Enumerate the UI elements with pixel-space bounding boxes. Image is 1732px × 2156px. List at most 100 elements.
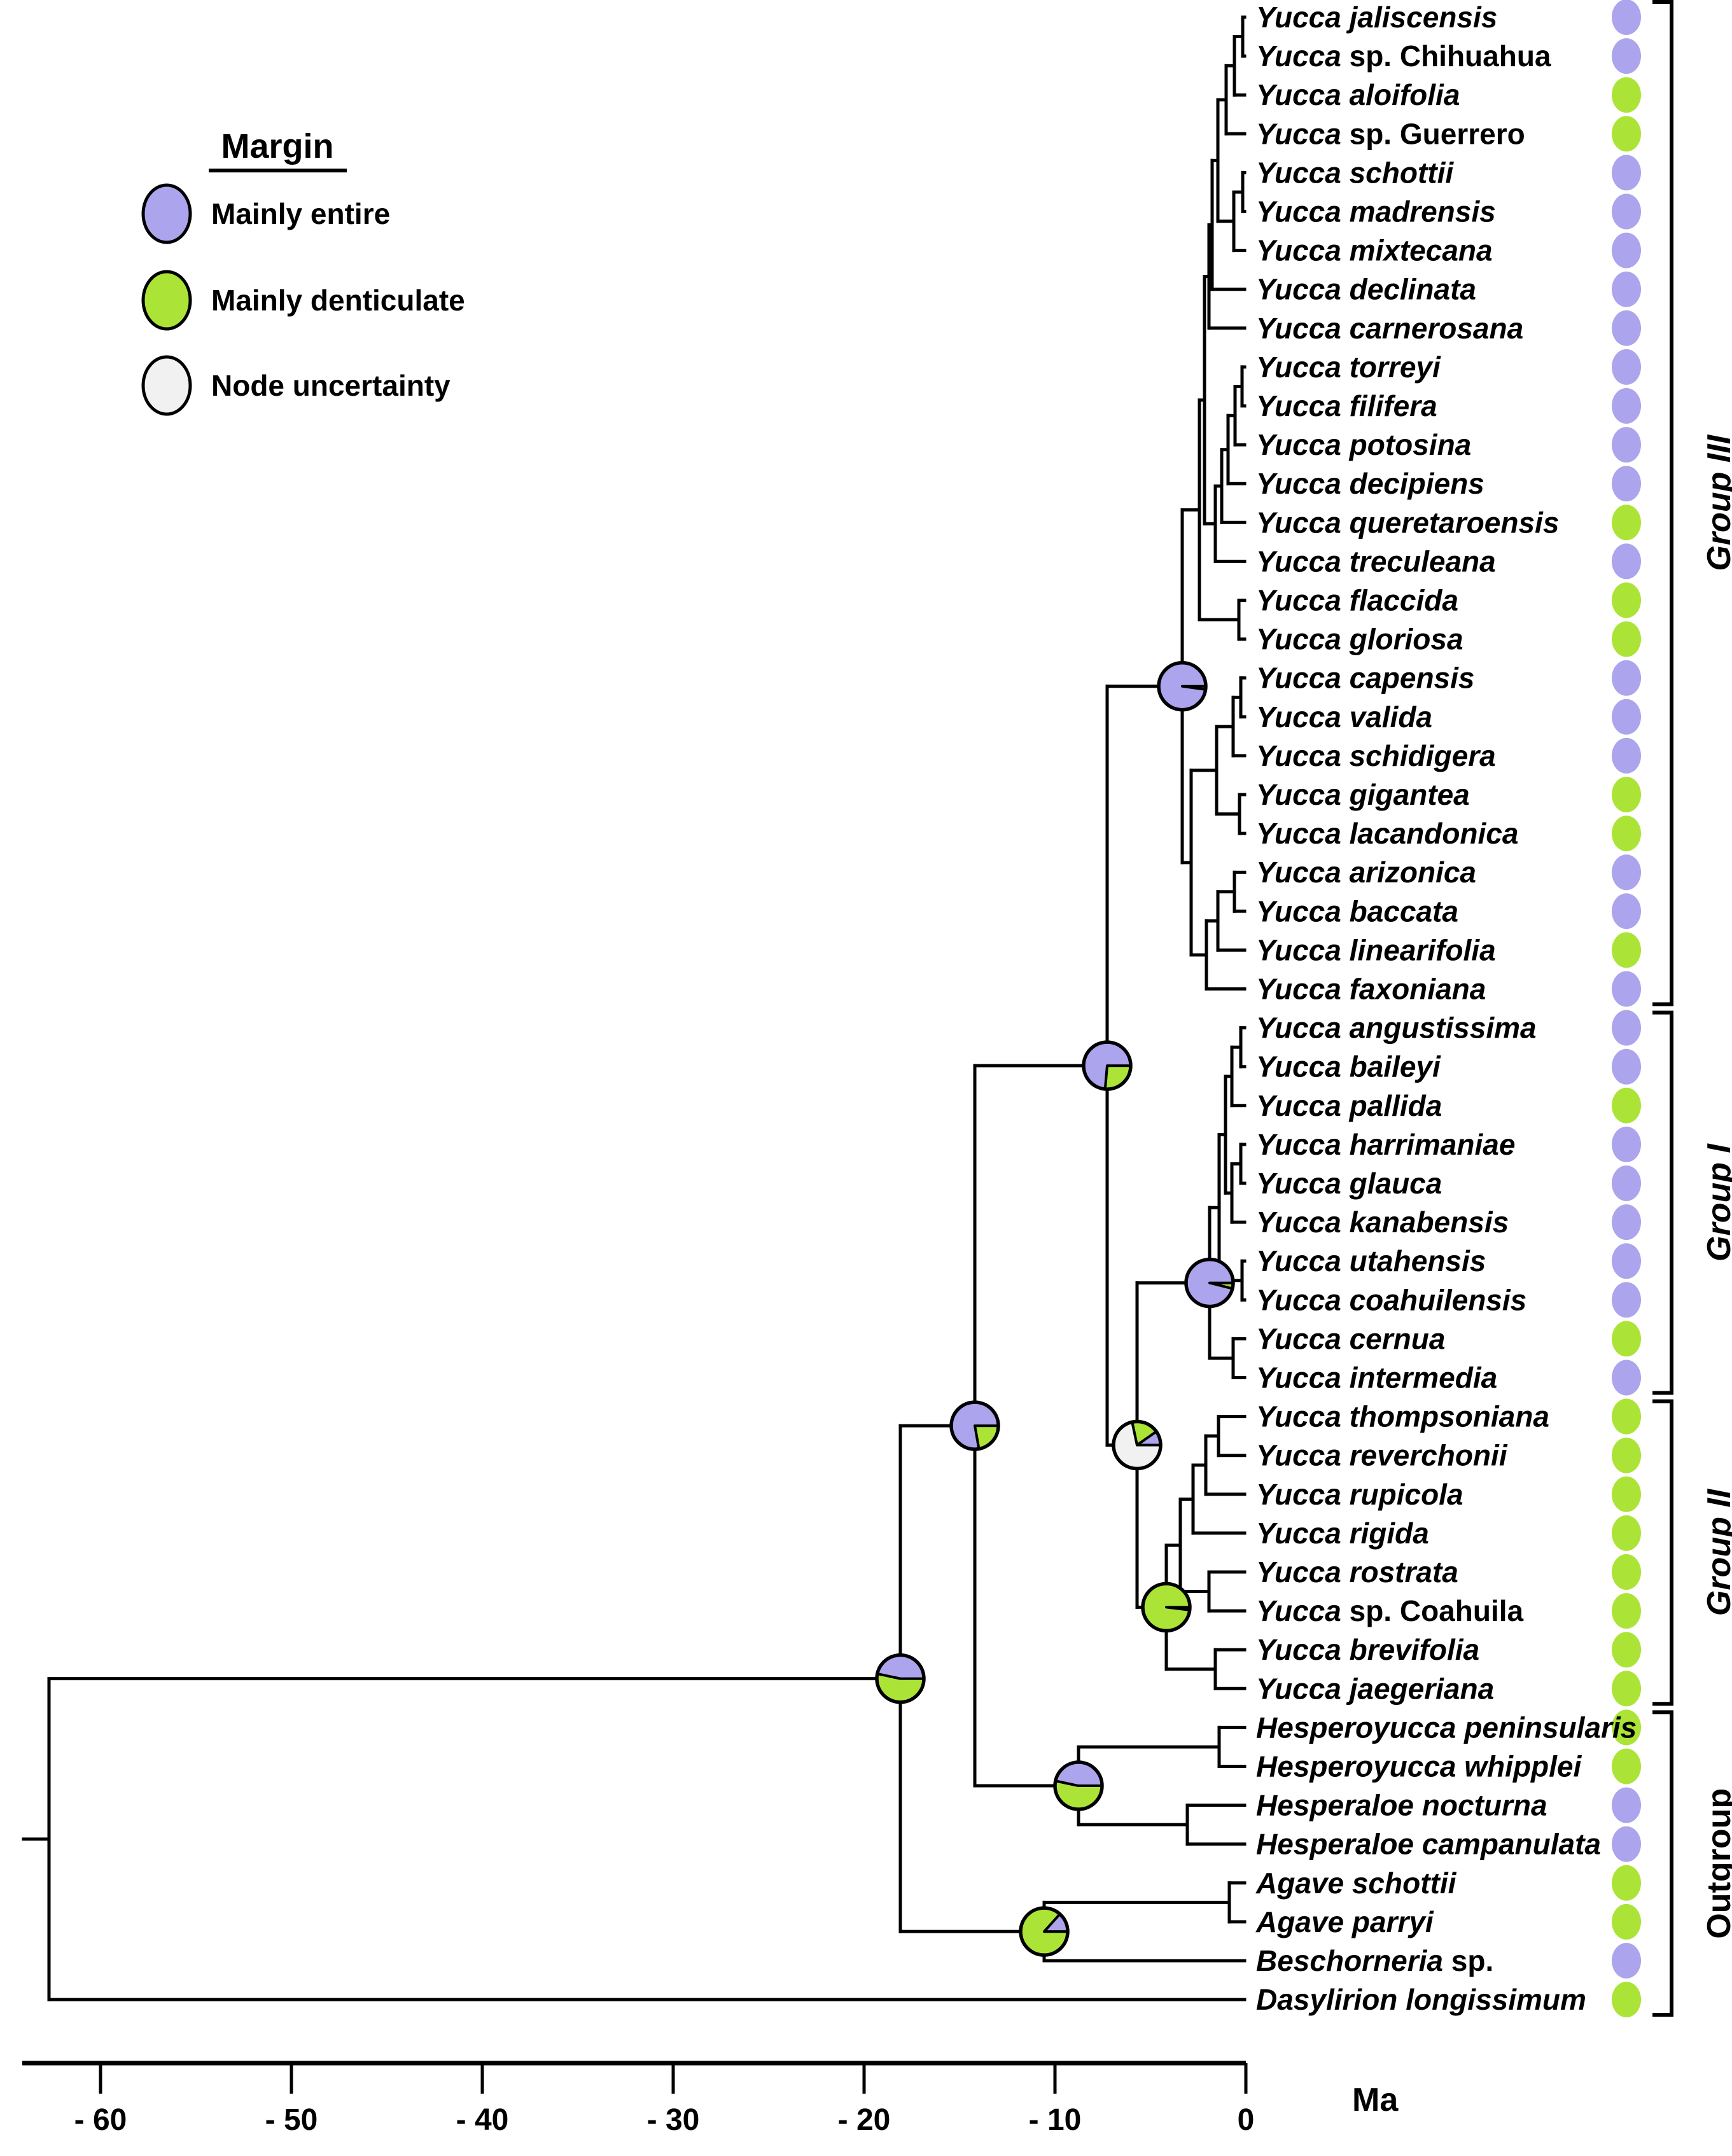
tip-state-dot [1612, 1398, 1641, 1435]
tip-label: Yucca gigantea [1256, 778, 1470, 811]
group-bracket [1652, 1010, 1673, 1395]
tip-state-dot [1612, 1903, 1641, 1940]
tip-state-dot [1612, 1554, 1641, 1590]
tip-label: Yucca jaegeriana [1256, 1672, 1494, 1705]
tip-state-dot [1612, 1126, 1641, 1162]
tip-label: Yucca decipiens [1256, 467, 1484, 500]
tip-state-dot [1612, 232, 1641, 268]
tip-label: Yucca thompsoniana [1256, 1400, 1549, 1433]
ancestral-state-pie-outline [949, 1400, 1000, 1451]
tip-labels: Yucca jaliscensis Yucca sp. Chihuahua Yucc… [1255, 1, 1637, 2016]
ancestral-state-pie-outline [1112, 1419, 1163, 1471]
tip-state-dot [1612, 0, 1641, 35]
group-label: Outgroup [1701, 1788, 1732, 1939]
tree-branches [22, 15, 1247, 2001]
tip-label: Hesperaloe nocturna [1256, 1789, 1547, 1822]
tip-state-dot [1612, 816, 1641, 852]
tip-state-dot [1612, 543, 1641, 580]
group-label: Group III [1701, 434, 1732, 571]
tip-label: Yucca schidigera [1256, 739, 1496, 772]
tip-state-dot [1612, 388, 1641, 424]
tip-label: Yucca capensis [1256, 662, 1475, 695]
tip-state-dot [1612, 116, 1641, 152]
tip-state-dot [1612, 932, 1641, 968]
tip-state-dot [1612, 271, 1641, 307]
tip-state-dot [1612, 1476, 1641, 1512]
tip-state-dot [1612, 504, 1641, 541]
tip-label: Hesperoyucca peninsularis [1256, 1711, 1637, 1744]
tip-state-dot [1612, 971, 1641, 1007]
tip-label: Yucca aloifolia [1256, 78, 1460, 111]
tip-label: Yucca rigida [1256, 1517, 1429, 1550]
tip-state-dot [1612, 1321, 1641, 1357]
tip-label: Yucca utahensis [1256, 1244, 1486, 1277]
ancestral-state-pie-slice [876, 1653, 925, 1680]
tip-label: Agave parryi [1255, 1905, 1434, 1938]
tip-state-dot [1612, 1515, 1641, 1551]
tip-state-dot [1612, 155, 1641, 191]
tip-label: Yucca treculeana [1256, 545, 1496, 578]
group-label: Group I [1701, 1143, 1732, 1262]
legend-swatch-entire-icon [141, 183, 192, 244]
tip-label: Yucca angustissima [1256, 1012, 1537, 1045]
tip-state-dot [1612, 660, 1641, 696]
tip-state-dot [1612, 1748, 1641, 1784]
tip-label: Dasylirion longissimum [1256, 1983, 1586, 2016]
tip-state-dot [1612, 77, 1641, 113]
tip-label: Yucca baileyi [1256, 1050, 1441, 1083]
ancestral-state-pie-outline [1157, 660, 1208, 712]
tip-label: Yucca madrensis [1256, 195, 1496, 228]
group-brackets: Group III Group I Group II Outgroup [1652, 0, 1732, 2017]
axis-tick-label: - 60 [74, 2103, 127, 2137]
tip-label: Yucca harrimaniae [1256, 1128, 1515, 1161]
tip-label: Yucca pallida [1256, 1089, 1442, 1122]
tip-label: Beschorneria sp. [1256, 1944, 1493, 1977]
axis-tick-label: - 50 [265, 2103, 318, 2137]
axis-tick-label: - 20 [838, 2103, 891, 2137]
tip-label: Yucca torreyi [1256, 351, 1441, 384]
legend-swatch-denticulate-icon [141, 270, 192, 331]
tip-state-dot [1612, 1282, 1641, 1318]
tip-state-dot [1612, 1593, 1641, 1629]
tip-label: Yucca brevifolia [1256, 1633, 1479, 1666]
legend-label-uncertainty: Node uncertainty [211, 369, 450, 402]
tip-label: Yucca mixtecana [1256, 234, 1493, 267]
tip-label: Hesperaloe campanulata [1256, 1828, 1601, 1861]
tip-state-dot [1612, 1360, 1641, 1396]
legend-swatch-uncertainty-icon [141, 355, 192, 416]
tip-label: Yucca queretaroensis [1256, 506, 1559, 539]
tip-label: Yucca flaccida [1256, 584, 1458, 617]
tip-label: Yucca lacandonica [1256, 817, 1518, 850]
tip-label: Yucca baccata [1256, 894, 1458, 928]
ancestral-state-pie-outline [1184, 1257, 1235, 1309]
tip-state-dot [1612, 1671, 1641, 1707]
tip-label: Yucca arizonica [1256, 856, 1476, 889]
ancestral-state-pie-slice [1054, 1761, 1103, 1788]
time-axis: Ma - 60 - 50 - 40 - 30 - 20 - 10 0 [22, 2061, 1399, 2137]
tip-state-dot [1612, 621, 1641, 657]
tip-state-dot [1612, 1048, 1641, 1085]
tip-label: Yucca sp. Coahuila [1256, 1594, 1524, 1627]
tip-label: Yucca potosina [1256, 428, 1471, 461]
tip-label: Yucca declinata [1256, 273, 1476, 306]
tip-label: Yucca carnerosana [1256, 312, 1523, 345]
tip-label: Yucca jaliscensis [1256, 1, 1497, 34]
tip-label: Yucca sp. Chihuahua [1256, 39, 1551, 73]
legend-title: Margin [221, 127, 333, 165]
tip-label: Yucca rupicola [1256, 1478, 1463, 1511]
tip-state-dot [1612, 193, 1641, 230]
tip-label: Yucca glauca [1256, 1167, 1442, 1200]
tip-state-dot [1612, 1943, 1641, 1979]
tip-state-dot [1612, 466, 1641, 502]
tip-label: Yucca valida [1256, 700, 1432, 734]
tip-label: Yucca linearifolia [1256, 933, 1496, 966]
tip-label: Yucca sp. Guerrero [1256, 117, 1525, 150]
tip-state-dot [1612, 1709, 1641, 1746]
tip-label: Yucca cernua [1256, 1322, 1445, 1355]
legend-label-entire: Mainly entire [211, 197, 390, 230]
tip-state-dot [1612, 893, 1641, 929]
ancestral-state-pie-outline [875, 1653, 926, 1704]
ancestral-state-pie-outline [1082, 1040, 1133, 1091]
tip-state-dot [1612, 1826, 1641, 1862]
